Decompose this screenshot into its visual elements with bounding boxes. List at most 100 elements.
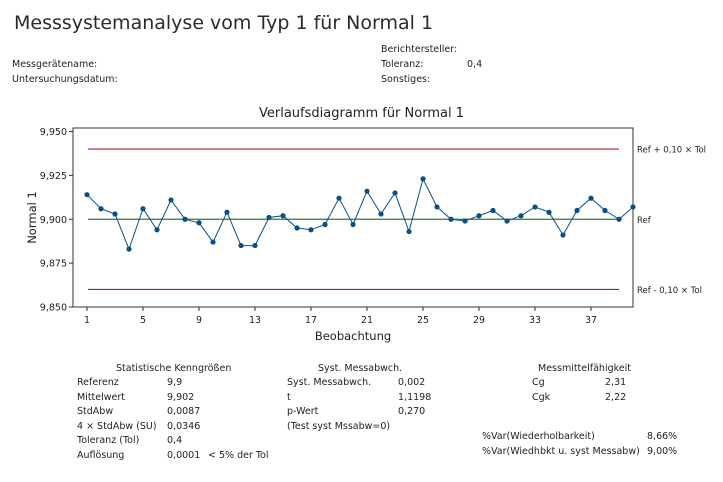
report-title: Messsystemanalyse vom Typ 1 für Normal 1: [14, 12, 434, 34]
x-tick-label: 29: [473, 315, 485, 326]
data-point: [308, 227, 314, 233]
data-point: [168, 197, 174, 203]
y-tick-label: 9,875: [40, 259, 67, 270]
data-point: [560, 232, 566, 238]
x-tick-label: 25: [417, 315, 429, 326]
stats-value: 0,4: [167, 435, 183, 447]
data-point: [588, 195, 594, 201]
bias-label: (Test syst Mssabw=0): [287, 420, 391, 432]
stats-label: Mittelwert: [77, 391, 126, 403]
data-point: [532, 204, 538, 210]
capability-title: Messmittelfähigkeit: [538, 363, 631, 374]
reference-label: Ref + 0,10 × Tol: [637, 146, 706, 156]
x-tick-label: 1: [84, 315, 90, 326]
data-point: [392, 190, 398, 196]
bias-label: p-Wert: [287, 406, 319, 418]
bias-label: t: [287, 391, 291, 403]
stats-label: StdAbw: [77, 406, 114, 418]
capability-label: Cgk: [532, 391, 551, 403]
data-point: [448, 216, 454, 222]
x-tick-label: 21: [361, 315, 373, 326]
data-point: [574, 207, 580, 214]
data-point: [518, 213, 524, 219]
data-point: [196, 220, 202, 226]
stats-label: Referenz: [77, 377, 119, 388]
data-point: [84, 192, 90, 198]
data-point: [126, 246, 132, 252]
x-axis-label: Beobachtung: [315, 329, 391, 343]
y-axis-label: Normal 1: [25, 191, 39, 244]
stats-value: 0,0087: [167, 406, 201, 418]
data-point: [252, 242, 258, 249]
data-point: [294, 225, 300, 231]
stats-label: Auflösung: [77, 450, 125, 461]
y-tick-label: 9,900: [40, 215, 67, 226]
data-point: [630, 204, 636, 210]
x-tick-label: 37: [585, 315, 597, 326]
data-point: [490, 207, 496, 214]
data-point: [350, 221, 356, 228]
y-tick-label: 9,950: [40, 127, 67, 138]
capability-label: Cg: [532, 377, 545, 388]
data-point: [476, 213, 482, 219]
data-point: [140, 206, 146, 212]
data-point: [602, 207, 608, 214]
x-tick-label: 5: [140, 315, 146, 326]
bias-value: 1,1198: [398, 391, 432, 403]
capability-value: 2,22: [605, 391, 627, 403]
data-point: [504, 218, 510, 224]
toleranz-value: 0,4: [467, 59, 483, 70]
stats-value: 9,9: [167, 377, 183, 388]
plot-frame: [72, 127, 634, 308]
x-tick-label: 13: [249, 315, 261, 326]
data-point: [336, 195, 342, 201]
capability-value: 2,31: [605, 377, 627, 388]
bias-label: Syst. Messabwch.: [287, 377, 372, 388]
data-point: [420, 176, 426, 182]
data-point: [322, 221, 328, 228]
messgeraet-label: Messgerätename:: [12, 59, 98, 70]
bias-title: Syst. Messabwch.: [318, 363, 403, 374]
y-tick-label: 9,850: [40, 303, 67, 314]
stats-note: < 5% der Tol: [208, 450, 269, 461]
stats-label: Toleranz (Tol): [77, 435, 140, 447]
x-tick-label: 33: [529, 315, 541, 326]
series-line: [86, 177, 634, 251]
var-value: 9,00%: [647, 445, 678, 457]
stats-value: 9,902: [167, 391, 195, 403]
berichtersteller-label: Berichtersteller:: [381, 44, 458, 55]
data-point: [280, 213, 286, 219]
data-point: [224, 209, 230, 215]
data-point: [98, 206, 104, 212]
data-point: [406, 228, 412, 235]
stats-title: Statistische Kenngrößen: [116, 363, 232, 374]
reference-label: Ref: [637, 216, 652, 226]
data-point: [238, 242, 244, 249]
data-point: [154, 227, 160, 233]
y-tick-label: 9,925: [40, 171, 67, 182]
data-point: [616, 216, 622, 222]
data-point: [462, 218, 468, 224]
data-point: [378, 211, 384, 217]
data-point: [364, 188, 370, 194]
x-tick-label: 9: [196, 315, 202, 326]
x-tick-label: 17: [305, 315, 317, 326]
stats-value: 0,0001: [167, 450, 201, 461]
data-point: [210, 239, 216, 245]
data-point: [546, 209, 552, 215]
toleranz-label: Toleranz:: [381, 59, 424, 70]
bias-value: 0,002: [398, 377, 426, 388]
datum-label: Untersuchungsdatum:: [12, 74, 118, 85]
chart-title: Verlaufsdiagramm für Normal 1: [259, 106, 464, 121]
reference-label: Ref - 0,10 × Tol: [637, 286, 702, 296]
bias-value: 0,270: [398, 406, 426, 418]
stats-value: 0,0346: [167, 420, 201, 432]
data-point: [266, 214, 272, 221]
var-label: %Var(Wiederholbarkeit): [482, 431, 595, 442]
var-label: %Var(Wiedhbkt u. syst Messabw): [482, 445, 640, 457]
sonstiges-label: Sonstiges:: [381, 74, 431, 85]
var-value: 8,66%: [647, 431, 678, 442]
data-point: [112, 211, 118, 217]
data-point: [434, 204, 440, 210]
